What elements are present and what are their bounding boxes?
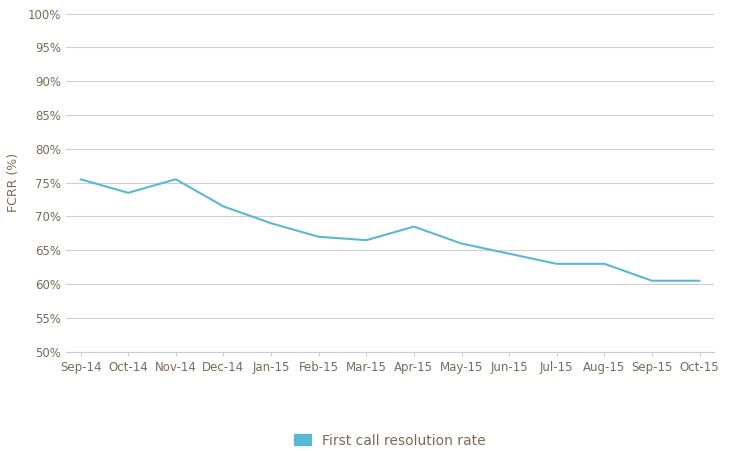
Legend: First call resolution rate: First call resolution rate xyxy=(289,428,492,451)
Y-axis label: FCRR (%): FCRR (%) xyxy=(7,153,20,212)
